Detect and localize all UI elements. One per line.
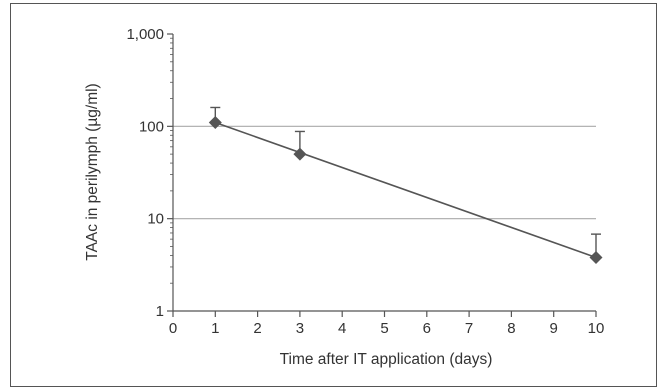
x-tick-label: 10: [588, 320, 605, 337]
data-point-diamond: [293, 147, 307, 161]
trendline: [215, 121, 597, 259]
data-point-diamond: [589, 250, 603, 264]
series-layer: [208, 106, 603, 264]
x-tick-label: 6: [423, 320, 431, 337]
x-tick-label: 7: [465, 320, 473, 337]
chart-frame: [10, 3, 657, 387]
y-tick-label: 10: [147, 211, 164, 228]
x-tick-label: 3: [296, 320, 304, 337]
grid-layer: [173, 125, 596, 220]
x-tick-label: 5: [380, 320, 388, 337]
x-tick-label: 2: [253, 320, 261, 337]
x-tick-label: 1: [211, 320, 219, 337]
y-tick-label: 1: [156, 303, 164, 320]
y-axis-title: TAAc in perilymph (µg/ml): [84, 83, 101, 260]
y-tick-label: 100: [139, 118, 164, 135]
x-tick-label: 8: [507, 320, 515, 337]
x-tick-label: 9: [550, 320, 558, 337]
x-tick-label: 0: [169, 320, 177, 337]
x-axis-title: Time after IT application (days): [280, 351, 493, 368]
y-tick-label: 1,000: [126, 26, 164, 43]
x-tick-label: 4: [338, 320, 346, 337]
data-point-diamond: [208, 116, 222, 130]
